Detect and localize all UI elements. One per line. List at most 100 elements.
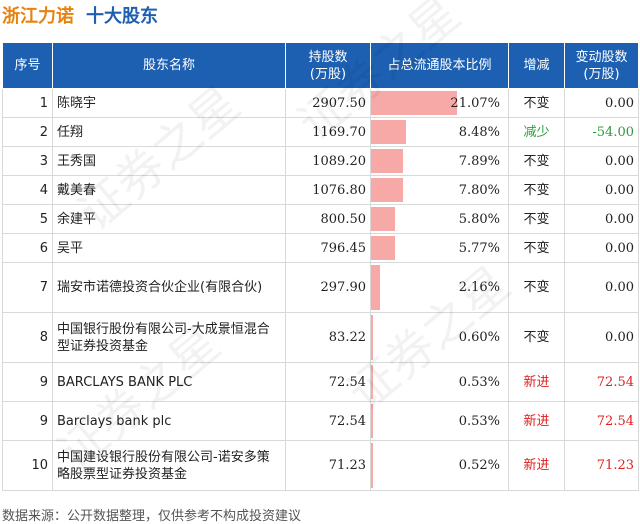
table-row: 4 戴美春 1076.80 7.80% 不变 0.00 [2,175,639,205]
shares-held: 1089.20 [285,146,371,176]
row-rank: 6 [2,233,53,263]
change-status: 不变 [508,175,565,205]
table-row: 5 余建平 800.50 5.80% 不变 0.00 [2,204,639,234]
ratio-cell: 5.77% [370,233,509,263]
shareholder-name: 中国建设银行股份有限公司-诺安多策略股票型证券投资基金 [52,440,286,491]
row-rank: 8 [2,312,53,363]
row-rank: 4 [2,175,53,205]
change-amount: 72.54 [564,401,639,441]
ratio-cell: 5.80% [370,204,509,234]
ratio-bar [371,236,395,260]
change-amount: 0.00 [564,233,639,263]
ratio-bar [371,265,380,310]
col-header-delta: 变动股数 (万股) [564,42,639,89]
section-title: 十大股东 [86,6,158,27]
shares-held: 800.50 [285,204,371,234]
shares-held: 72.54 [285,362,371,402]
row-rank: 3 [2,146,53,176]
ratio-value: 5.77% [458,240,500,256]
change-status: 不变 [508,204,565,234]
change-amount: 0.00 [564,88,639,118]
change-status: 新进 [508,440,565,491]
row-rank: 5 [2,204,53,234]
change-status: 不变 [508,88,565,118]
ratio-bar [371,149,404,173]
ratio-cell: 0.53% [370,401,509,441]
table-header-row: 序号 股东名称 持股数 (万股) 占总流通股本比例 增减 变动股数 (万股) [2,42,639,89]
table-row: 1 陈晓宇 2907.50 21.07% 不变 0.00 [2,88,639,118]
ratio-value: 7.89% [458,153,500,169]
ratio-cell: 7.80% [370,175,509,205]
ratio-bar [371,404,374,438]
change-amount: 0.00 [564,175,639,205]
row-rank: 2 [2,117,53,147]
change-status: 新进 [508,362,565,402]
ratio-bar [371,120,406,144]
ratio-value: 5.80% [458,211,500,227]
table-row: 8 中国银行股份有限公司-大成景恒混合型证券投资基金 83.22 0.60% 不变 0.0… [2,312,639,363]
change-status: 不变 [508,312,565,363]
change-status: 不变 [508,262,565,313]
ratio-bar [371,443,374,488]
top-ten-shareholders-table: 序号 股东名称 持股数 (万股) 占总流通股本比例 增减 变动股数 (万股) 1… [2,42,639,491]
shares-held: 1076.80 [285,175,371,205]
table-row: 2 任翔 1169.70 8.48% 减少 -54.00 [2,117,639,147]
ratio-cell: 0.53% [370,362,509,402]
ratio-bar [371,207,395,231]
ratio-bar [371,315,374,360]
change-status: 新进 [508,401,565,441]
row-rank: 10 [2,440,53,491]
change-amount: 71.23 [564,440,639,491]
table-row: 9 Barclays bank plc 72.54 0.53% 新进 72.54 [2,401,639,441]
company-name: 浙江力诺 [2,6,74,27]
row-rank: 1 [2,88,53,118]
row-rank: 7 [2,262,53,313]
change-amount: -54.00 [564,117,639,147]
col-header-rank: 序号 [2,42,53,89]
table-row: 10 中国建设银行股份有限公司-诺安多策略股票型证券投资基金 71.23 0.52% 新… [2,440,639,491]
change-amount: 0.00 [564,262,639,313]
col-header-name: 股东名称 [52,42,286,89]
page-title: 浙江力诺 十大股东 [2,2,158,30]
col-header-change: 增减 [508,42,565,89]
ratio-value: 0.60% [458,330,500,345]
shareholder-name: 吴平 [52,233,286,263]
col-header-ratio: 占总流通股本比例 [370,42,509,89]
ratio-value: 8.48% [458,124,500,140]
change-status: 不变 [508,146,565,176]
table-row: 3 王秀国 1089.20 7.89% 不变 0.00 [2,146,639,176]
shareholder-name: BARCLAYS BANK PLC [52,362,286,402]
ratio-cell: 8.48% [370,117,509,147]
ratio-value: 7.80% [458,182,500,198]
change-status: 减少 [508,117,565,147]
ratio-bar [371,178,403,202]
ratio-value: 2.16% [458,280,500,295]
shares-held: 71.23 [285,440,371,491]
shares-held: 2907.50 [285,88,371,118]
change-amount: 0.00 [564,204,639,234]
table-row: 9 BARCLAYS BANK PLC 72.54 0.53% 新进 72.54 [2,362,639,402]
shareholder-name: 中国银行股份有限公司-大成景恒混合型证券投资基金 [52,312,286,363]
shareholder-name: 任翔 [52,117,286,147]
shareholder-name: 戴美春 [52,175,286,205]
shares-held: 796.45 [285,233,371,263]
change-amount: 0.00 [564,146,639,176]
shareholder-name: 余建平 [52,204,286,234]
ratio-value: 0.52% [458,458,500,473]
ratio-bar [371,91,457,115]
shares-held: 72.54 [285,401,371,441]
col-header-shares: 持股数 (万股) [285,42,371,89]
ratio-cell: 21.07% [370,88,509,118]
ratio-cell: 7.89% [370,146,509,176]
data-source-note: 数据来源：公开数据整理，仅供参考不构成投资建议 [2,509,302,524]
change-amount: 0.00 [564,312,639,363]
change-amount: 72.54 [564,362,639,402]
shareholder-name: 瑞安市诺德投资合伙企业(有限合伙) [52,262,286,313]
shareholder-name: Barclays bank plc [52,401,286,441]
table-row: 7 瑞安市诺德投资合伙企业(有限合伙) 297.90 2.16% 不变 0.00 [2,262,639,313]
ratio-cell: 0.60% [370,312,509,363]
ratio-bar [371,365,374,399]
shares-held: 297.90 [285,262,371,313]
shares-held: 1169.70 [285,117,371,147]
table-row: 6 吴平 796.45 5.77% 不变 0.00 [2,233,639,263]
